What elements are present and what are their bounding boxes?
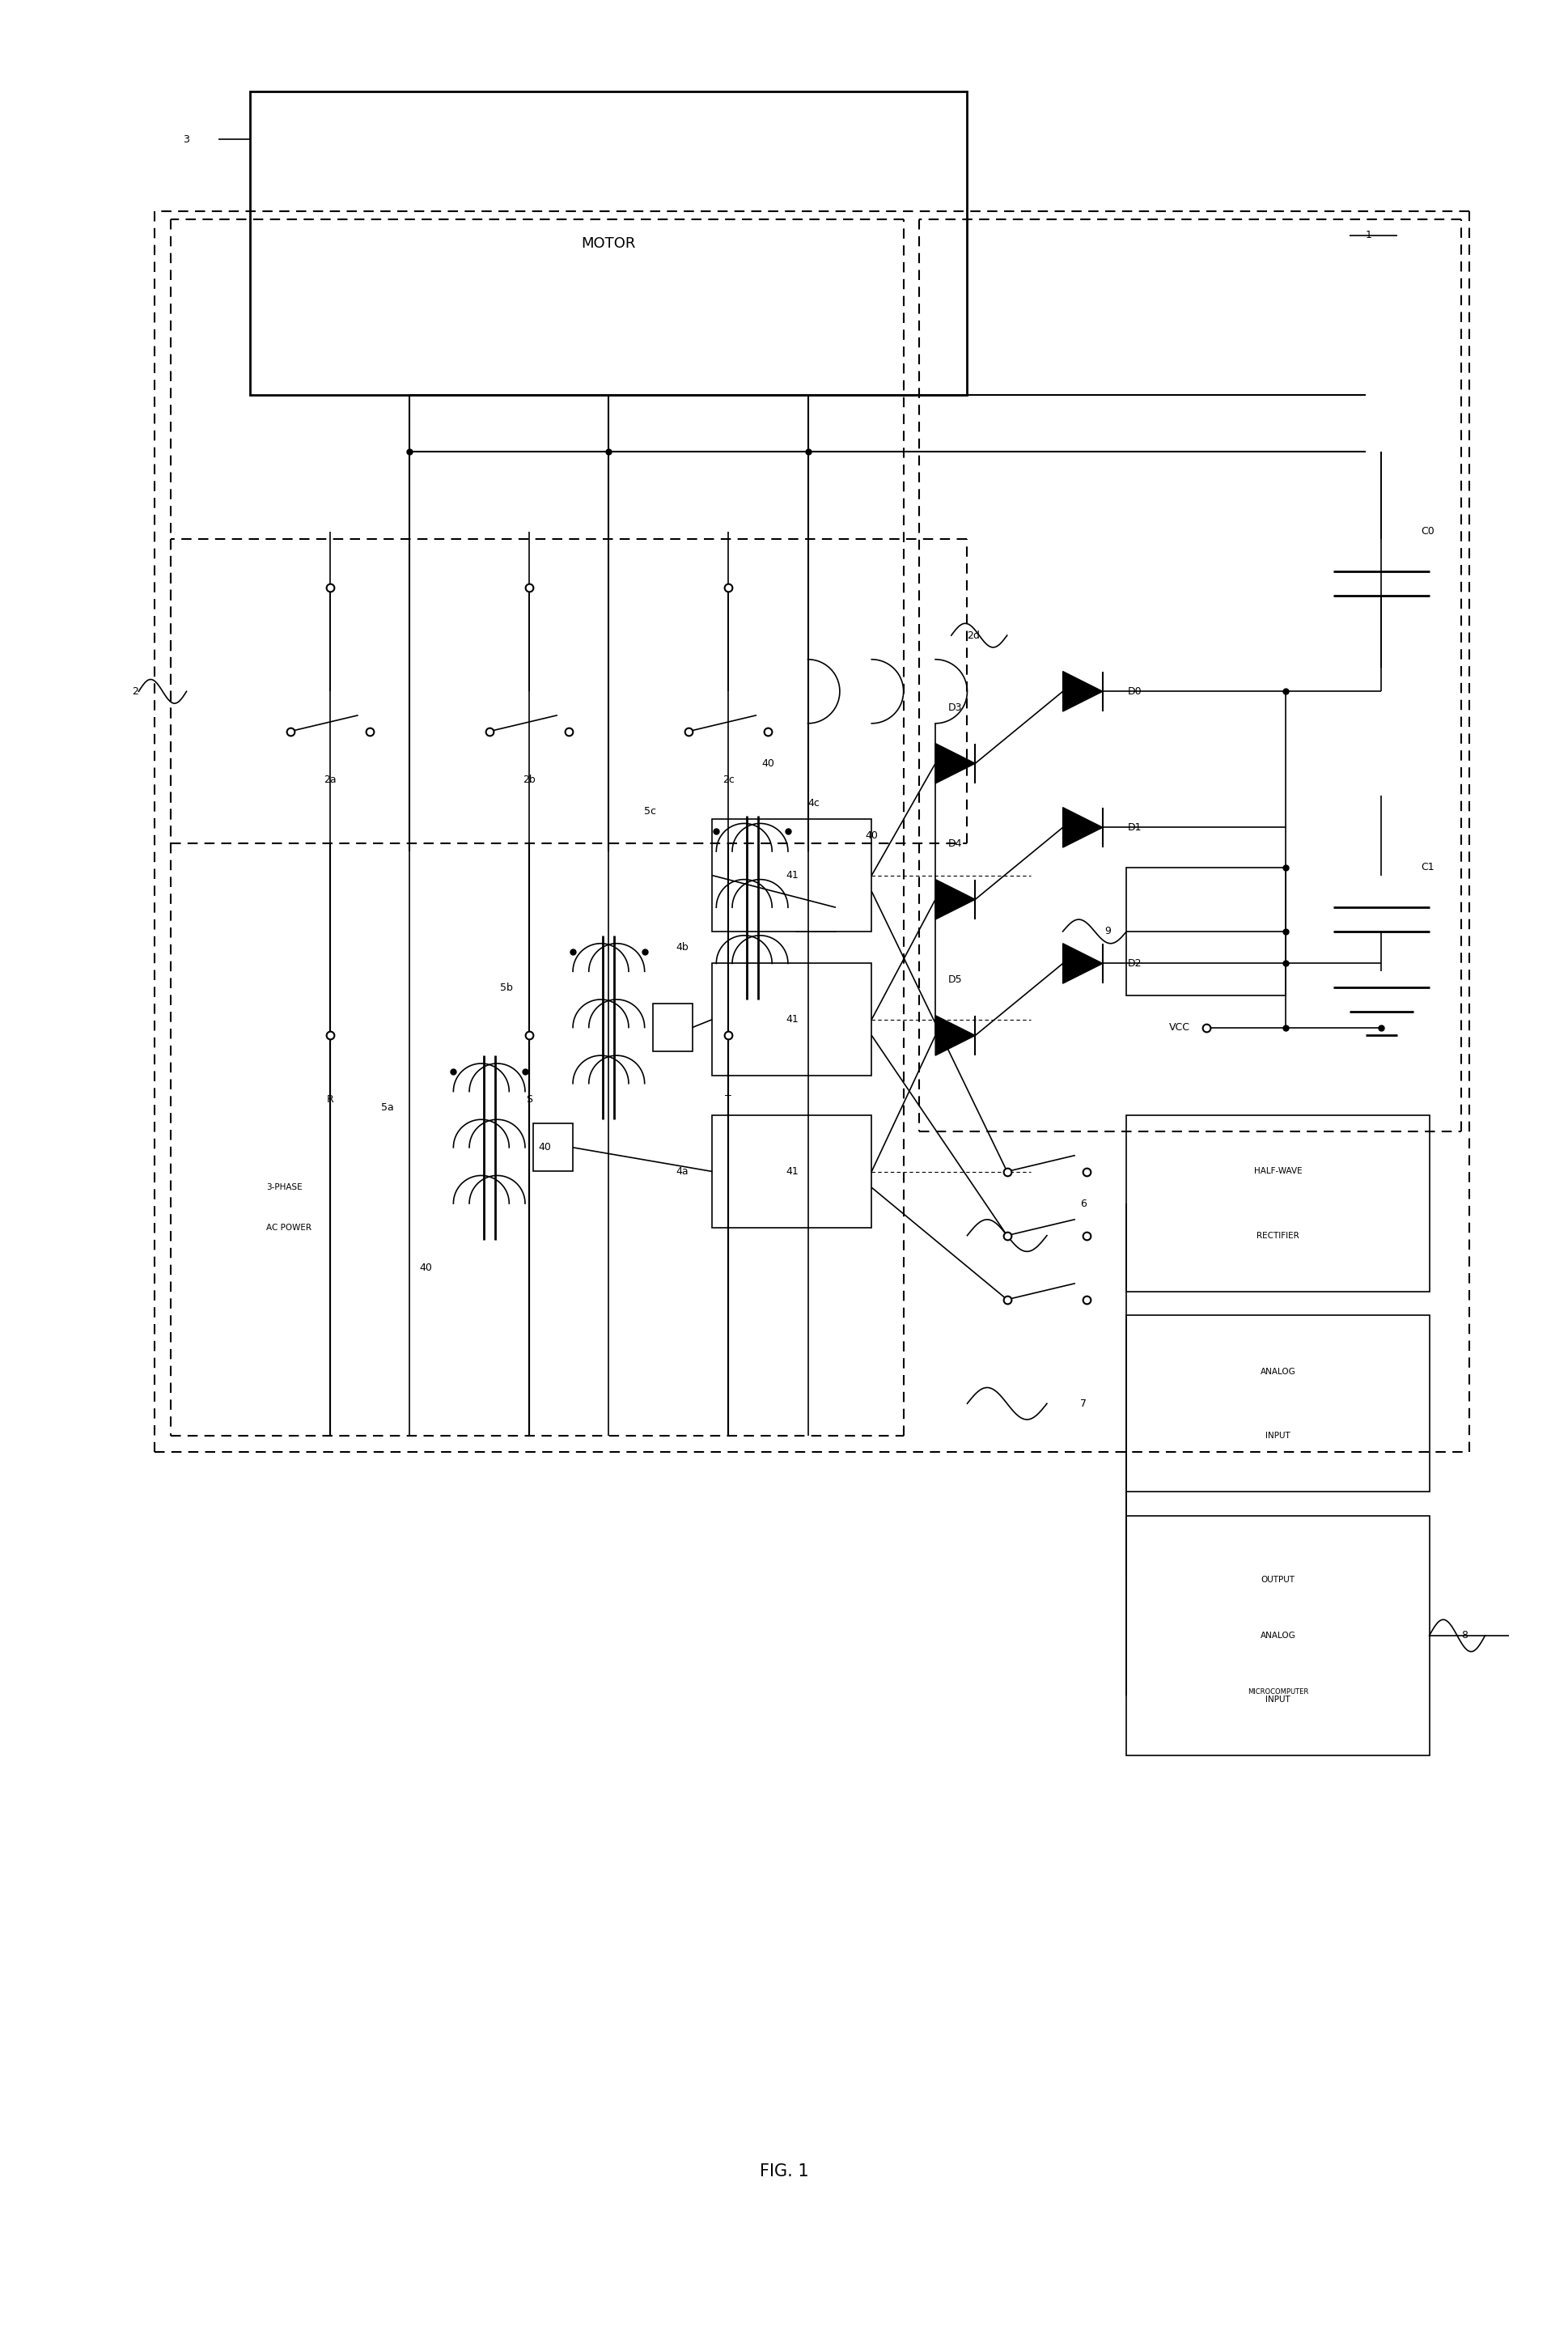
Polygon shape	[936, 1015, 975, 1054]
Bar	[1126, 867, 1286, 996]
Text: C0: C0	[1421, 527, 1435, 537]
Text: 41: 41	[786, 1015, 798, 1024]
Text: 40: 40	[866, 829, 878, 841]
Text: OUTPUT: OUTPUT	[1261, 1574, 1295, 1584]
Text: 5c: 5c	[644, 806, 657, 818]
Text: D1: D1	[1127, 822, 1142, 832]
Text: 2b: 2b	[522, 773, 535, 785]
Text: 2c: 2c	[723, 773, 734, 785]
Bar	[1126, 1115, 1430, 1291]
Text: ANALOG: ANALOG	[1261, 1368, 1295, 1375]
Bar	[797, 883, 836, 933]
Text: 1: 1	[1366, 230, 1372, 241]
Text: D3: D3	[949, 703, 963, 712]
Polygon shape	[1063, 672, 1102, 712]
Polygon shape	[936, 743, 975, 783]
Bar	[712, 963, 872, 1075]
Text: MOTOR: MOTOR	[582, 237, 637, 251]
Text: 4c: 4c	[808, 799, 820, 808]
Text: 2: 2	[132, 686, 138, 696]
Polygon shape	[1063, 944, 1102, 984]
Text: 8: 8	[1461, 1631, 1468, 1640]
Text: T: T	[724, 1094, 731, 1106]
Bar	[533, 1125, 572, 1172]
Text: 3-PHASE: 3-PHASE	[267, 1183, 303, 1193]
Bar	[652, 1003, 693, 1052]
Text: HALF-WAVE: HALF-WAVE	[1254, 1167, 1301, 1176]
Polygon shape	[1063, 808, 1102, 848]
Bar	[251, 91, 967, 396]
Text: VCC: VCC	[1170, 1022, 1190, 1033]
Text: 41: 41	[786, 869, 798, 881]
Text: 2d: 2d	[967, 630, 980, 640]
Text: 4a: 4a	[676, 1167, 688, 1176]
Text: D2: D2	[1127, 958, 1142, 968]
Text: 5b: 5b	[500, 982, 513, 993]
Text: S: S	[525, 1094, 532, 1106]
Text: 9: 9	[1104, 925, 1110, 937]
Text: 7: 7	[1080, 1399, 1087, 1408]
Text: AC POWER: AC POWER	[267, 1223, 312, 1232]
Bar	[1126, 1516, 1430, 1755]
Text: 5a: 5a	[381, 1101, 394, 1113]
Text: FIG. 1: FIG. 1	[759, 2163, 809, 2179]
Text: 40: 40	[419, 1263, 431, 1272]
Text: 41: 41	[786, 1167, 798, 1176]
Text: 3: 3	[183, 134, 190, 145]
Text: D4: D4	[949, 839, 963, 848]
Text: RECTIFIER: RECTIFIER	[1256, 1232, 1300, 1239]
Text: 4b: 4b	[676, 942, 688, 954]
Text: 2a: 2a	[323, 773, 336, 785]
Bar	[712, 1115, 872, 1228]
Text: ANALOG: ANALOG	[1261, 1631, 1295, 1640]
Text: D5: D5	[949, 975, 963, 984]
Text: C1: C1	[1421, 862, 1435, 872]
Text: R: R	[326, 1094, 334, 1106]
Polygon shape	[936, 879, 975, 918]
Text: MICROCOMPUTER: MICROCOMPUTER	[1248, 1687, 1308, 1696]
Text: 40: 40	[762, 759, 775, 769]
Text: D0: D0	[1127, 686, 1142, 696]
Text: INPUT: INPUT	[1265, 1696, 1290, 1703]
Text: INPUT: INPUT	[1265, 1432, 1290, 1439]
Text: 40: 40	[538, 1143, 552, 1153]
Text: 6: 6	[1080, 1197, 1087, 1209]
Bar	[712, 820, 872, 933]
Bar	[1126, 1314, 1430, 1492]
